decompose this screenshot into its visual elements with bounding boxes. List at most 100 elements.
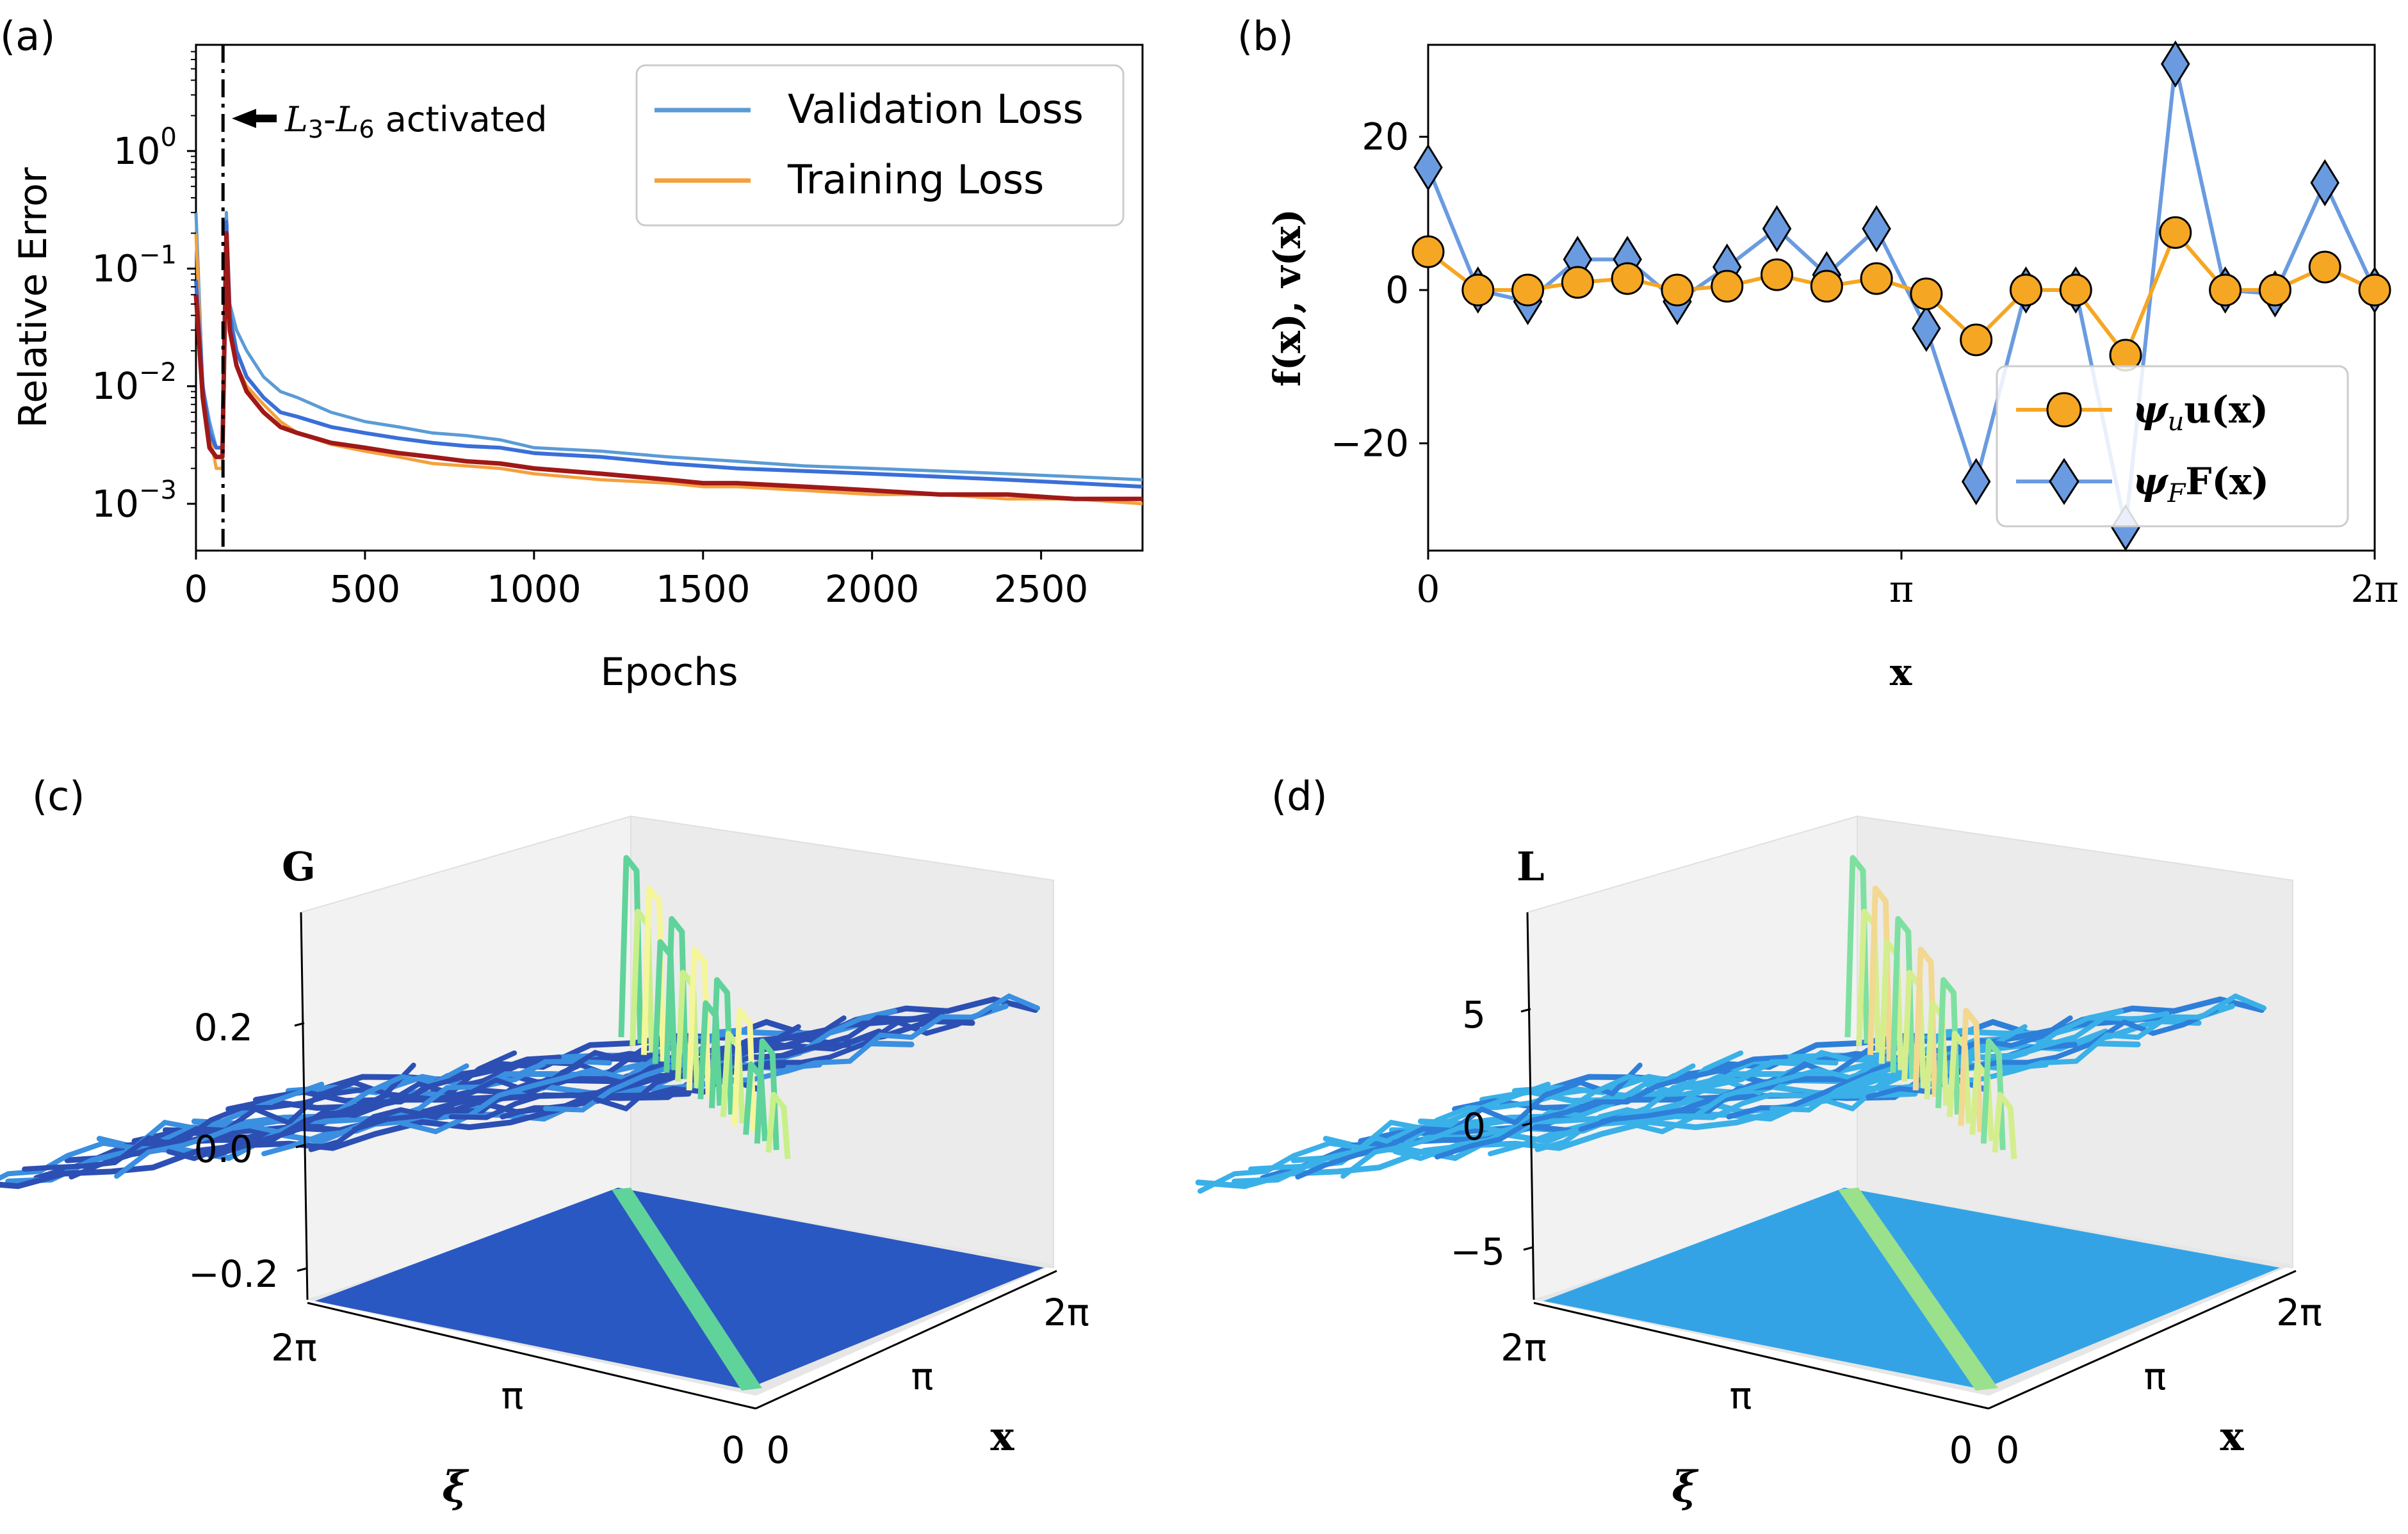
marker-circle [1810,270,1843,303]
y-axis-line [1533,1302,1989,1410]
z-tick-label: −5 [1451,1230,1506,1273]
annotation-arrowhead [232,109,256,128]
y-tick-label: 2π [1501,1326,1547,1369]
z-tick-mark [294,1022,305,1027]
ridge-spike [1946,1031,1972,1124]
z-tick-label: 0.0 [194,1127,253,1171]
x-tick-label: π [2144,1355,2167,1398]
ridge-spike [743,1061,769,1142]
marker-circle [2358,273,2391,307]
ridge-spike [1856,908,1882,1053]
marker-circle [1411,235,1445,268]
marker-circle [1910,277,1943,311]
panel-a-legend: Validation Loss Training Loss [635,64,1125,227]
marker-circle [1860,262,1893,295]
legend-marker-diamond [2049,458,2079,505]
x-tick-label: 0 [767,1428,790,1472]
z-tick-mark [1523,1246,1534,1251]
marker-circle [2159,216,2192,249]
panel-a-x-ticks: 0 500 1000 1500 2000 2500 [184,551,1088,611]
y-tick-label: π [1730,1374,1752,1417]
marker-circle [1561,266,1594,299]
z-tick-mark [297,1267,307,1272]
ridge-spike [630,908,655,1053]
x-tick-label: 1500 [656,567,751,611]
ridge-spike [1969,1061,1995,1142]
z-axis-label: L [1517,843,1545,890]
panel-a-series-group [193,45,1143,551]
x-tick-label: 2π [2350,567,2398,611]
floor-diagonal-band [612,1188,762,1391]
marker-circle [1461,273,1495,307]
panel-a-y-ticks: 100 10−1 10−2 10−3 [92,51,196,526]
ridge-spike [1878,939,1904,1070]
mesh-line [308,1049,657,1152]
x-axis-line [1988,1270,2297,1410]
mesh-line [593,1011,943,1112]
x-tick-label: 1000 [487,567,582,611]
marker-circle [1761,258,1794,291]
panel-b-y-ticks: 20 0 −20 [1331,115,1428,465]
panel-d-surface-plot: 5 0 −5 2π π 0 0 π 2π L ξ x [1195,815,2322,1512]
mesh-line [1488,1058,1839,1156]
marker-circle [1711,270,1744,303]
y-tick-label: 10−3 [92,476,177,526]
panel-d-ridge [1844,855,2017,1159]
panel-a-annotation: L3-L6 activated [232,99,547,143]
y-tick-label: 20 [1362,115,1409,159]
y-tick-label: 0 [722,1428,745,1472]
ridge-spike [720,1031,745,1124]
panel-b-y-axis-label: f(x), v(x) [1265,209,1309,387]
marker-circle [1611,262,1644,295]
panel-label-d: (d) [1271,773,1328,819]
x-axis-line [755,1270,1057,1410]
marker-circle [1661,273,1694,307]
x-tick-label: 2000 [825,567,920,611]
mesh-line [261,1058,612,1156]
legend-label-validation: Validation Loss [788,86,1084,133]
marker-circle [2009,273,2042,307]
marker-diamond [1961,458,1991,506]
marker-diamond [1912,305,1941,352]
marker-circle [2308,250,2341,284]
x-axis-label: x [2220,1413,2245,1460]
y-tick-label: π [501,1374,524,1417]
z-tick-mark [1522,1122,1533,1127]
mesh-line [448,1024,801,1120]
panel-b-x-axis-label: x [1890,650,1912,694]
mesh-line [208,1054,562,1159]
mesh-line [690,993,1041,1089]
floor-diagonal-band [1838,1188,1998,1391]
z-tick-label: 0.2 [194,1006,253,1049]
marker-circle [1511,273,1545,307]
panel-label-a: (a) [0,13,55,60]
x-tick-label: π [1889,567,1914,611]
x-axis-label: x [991,1413,1015,1460]
mesh-line [1295,1062,1643,1180]
legend-label-psi-u: ψuu(x) [2133,388,2268,437]
legend-box [1996,365,2349,528]
panel-a-x-axis-label: Epochs [601,650,738,695]
marker-diamond [1862,205,1891,253]
panel-b-line-chart: 0 π 2π 20 0 −20 x f(x), v(x) ψuu(x) ψFF(x) [1265,40,2399,694]
z-tick-label: 5 [1462,993,1486,1037]
y-tick-label: 100 [113,123,177,173]
panel-a-y-axis-label: Relative Error [11,167,56,428]
panel-c-surface-plot: 0.2 0.0 −0.2 2π π 0 0 π 2π G ξ x [0,815,1089,1512]
mesh-line [69,1062,416,1180]
y-tick-label: 10−1 [92,241,177,291]
z-axis-line [1526,912,1535,1300]
legend-box [635,64,1125,227]
legend-marker-circle [2046,392,2082,428]
mesh-line [1534,1049,1883,1152]
panel-label-b: (b) [1237,13,1294,60]
panel-b-series-group [1411,40,2391,551]
ridge-spike [765,1092,791,1159]
x-tick-label: 0 [1996,1428,2020,1472]
panel-c-mesh [0,993,1041,1190]
z-axis-label: G [282,843,316,890]
mesh-line [1916,993,2267,1089]
z-tick-label: −0.2 [188,1252,279,1296]
annotation-text: L3-L6 activated [284,99,547,143]
